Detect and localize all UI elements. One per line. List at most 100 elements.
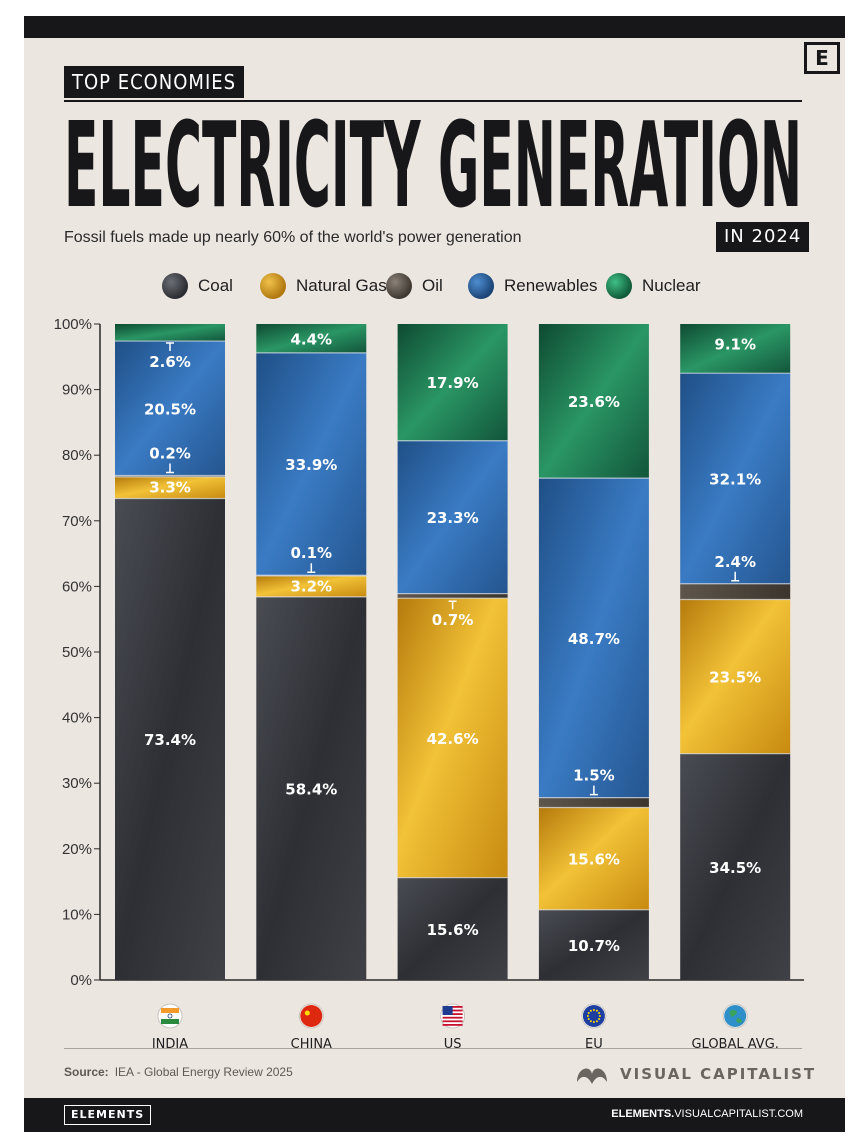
bar-renewables xyxy=(115,341,225,476)
bar-natural_gas xyxy=(397,598,508,878)
nuclear-swatch-icon xyxy=(606,273,632,299)
data-label-nuclear: 23.6% xyxy=(568,393,620,411)
label-pointer xyxy=(731,571,740,582)
globe-icon xyxy=(722,1003,748,1029)
visual-capitalist-wordmark: VISUAL CAPITALIST xyxy=(620,1065,817,1083)
bar-oil xyxy=(680,583,791,600)
y-tick-label: 10% xyxy=(62,906,92,923)
subtitle: Fossil fuels made up nearly 60% of the w… xyxy=(64,229,522,246)
category-label: INDIA xyxy=(152,1037,188,1048)
data-label-nuclear: 2.6% xyxy=(149,353,191,371)
bar-natural_gas xyxy=(115,476,225,499)
data-label-oil: 2.4% xyxy=(714,553,756,571)
infographic: E TOP ECONOMIES ELECTRICITY GENERATION F… xyxy=(24,16,845,1132)
data-label-natural_gas: 3.3% xyxy=(149,479,191,497)
bar-natural_gas xyxy=(538,807,649,910)
bar-natural_gas xyxy=(256,575,367,597)
data-label-renewables: 20.5% xyxy=(144,400,196,418)
bar-natural_gas xyxy=(680,599,791,754)
visual-capitalist-icon xyxy=(577,1068,607,1084)
y-tick-label: 0% xyxy=(70,972,92,989)
data-label-oil: 0.1% xyxy=(290,544,332,562)
y-tick-label: 60% xyxy=(62,578,92,595)
y-tick-label: 100% xyxy=(54,316,92,333)
legend-label-nuclear: Nuclear xyxy=(642,276,701,295)
y-tick-label: 50% xyxy=(62,644,92,661)
y-tick-label: 90% xyxy=(62,382,92,399)
page-title: ELECTRICITY GENERATION xyxy=(64,102,802,220)
data-label-oil: 0.2% xyxy=(149,445,191,463)
bar-coal xyxy=(538,909,649,980)
footer-url[interactable]: ELEMENTS.VISUALCAPITALIST.COM xyxy=(611,1108,803,1120)
kicker-label: TOP ECONOMIES xyxy=(64,66,245,98)
category-label: US xyxy=(444,1037,462,1048)
data-label-oil: 1.5% xyxy=(573,767,615,785)
footer-bar: ELEMENTS ELEMENTS.VISUALCAPITALIST.COM xyxy=(24,1098,845,1132)
bar-coal xyxy=(256,596,367,980)
data-label-coal: 58.4% xyxy=(285,780,337,798)
data-label-natural_gas: 23.5% xyxy=(709,669,761,687)
legend-label-oil: Oil xyxy=(422,276,443,295)
bar-nuclear xyxy=(115,324,225,342)
data-label-nuclear: 17.9% xyxy=(427,374,479,392)
bar-nuclear xyxy=(256,324,367,353)
oil-swatch-icon xyxy=(386,273,412,299)
us-flag-icon xyxy=(440,1003,466,1029)
label-pointer xyxy=(166,463,174,474)
natural-gas-swatch-icon xyxy=(260,273,286,299)
source-label: Source: xyxy=(64,1065,109,1079)
coal-swatch-icon xyxy=(162,273,188,299)
data-label-oil: 0.7% xyxy=(432,611,474,629)
label-pointer xyxy=(166,342,174,352)
bar-coal xyxy=(115,498,225,980)
data-label-renewables: 23.3% xyxy=(427,509,479,527)
footer-url-rest: VISUALCAPITALIST.COM xyxy=(674,1108,803,1120)
data-label-nuclear: 9.1% xyxy=(714,335,756,353)
elements-e-logo: E xyxy=(804,42,840,74)
data-label-renewables: 32.1% xyxy=(709,470,761,488)
data-label-renewables: 33.9% xyxy=(285,456,337,474)
label-pointer xyxy=(448,600,457,610)
legend-label-natural-gas: Natural Gas xyxy=(296,276,387,295)
footer-url-bold: ELEMENTS. xyxy=(611,1108,675,1120)
eu-flag-icon xyxy=(581,1003,607,1029)
bar-nuclear xyxy=(538,324,649,479)
year-tag: IN 2024 xyxy=(716,222,810,252)
title-graphic: ELECTRICITY GENERATION xyxy=(64,102,802,220)
source-text: IEA - Global Energy Review 2025 xyxy=(114,1065,293,1079)
china-flag-icon xyxy=(298,1003,324,1029)
bar-oil xyxy=(397,593,508,599)
y-tick-label: 30% xyxy=(62,775,92,792)
data-label-coal: 73.4% xyxy=(144,731,196,749)
source-rule xyxy=(64,1048,802,1049)
renewables-swatch-icon xyxy=(468,273,494,299)
data-label-nuclear: 4.4% xyxy=(290,330,332,348)
category-label: GLOBAL AVG. xyxy=(691,1037,778,1048)
india-flag-icon xyxy=(157,1003,183,1029)
source-line: Source: IEA - Global Energy Review 2025 xyxy=(64,1065,293,1079)
bar-nuclear xyxy=(680,324,791,374)
stacked-bar-chart: 0% 10% 20% 30% 40% 50% 60% 70% 80% 90% 100% 73.4% 3… xyxy=(54,316,804,1048)
category-label: EU xyxy=(585,1037,603,1048)
bar-nuclear xyxy=(397,324,508,441)
data-label-natural_gas: 3.2% xyxy=(290,577,332,595)
data-label-coal: 10.7% xyxy=(568,937,620,955)
bar-renewables xyxy=(397,440,508,594)
label-pointer xyxy=(307,563,316,573)
y-tick-label: 20% xyxy=(62,841,92,858)
label-pointer xyxy=(589,785,598,796)
data-label-coal: 34.5% xyxy=(709,859,761,877)
data-label-coal: 15.6% xyxy=(427,921,479,939)
y-tick-label: 70% xyxy=(62,513,92,530)
y-tick-label: 80% xyxy=(62,447,92,464)
data-label-natural_gas: 42.6% xyxy=(427,730,479,748)
bar-renewables xyxy=(680,373,791,584)
data-label-renewables: 48.7% xyxy=(568,630,620,648)
top-bar xyxy=(24,16,845,38)
y-tick-label: 40% xyxy=(62,710,92,727)
elements-footer-logo[interactable]: ELEMENTS xyxy=(64,1105,152,1125)
bar-renewables xyxy=(538,478,649,798)
legend-label-coal: Coal xyxy=(198,276,233,295)
bar-oil xyxy=(538,797,649,808)
bar-renewables xyxy=(256,352,367,576)
